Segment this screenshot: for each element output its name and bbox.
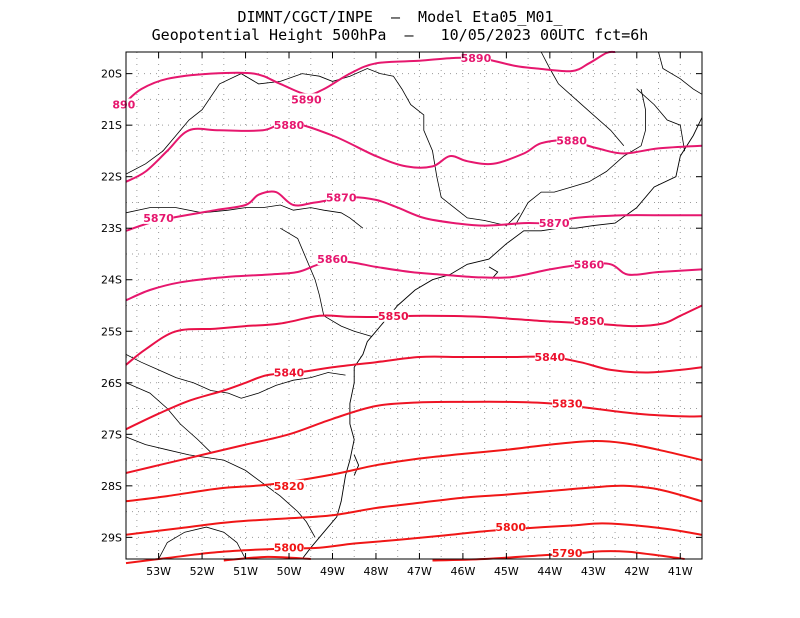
contour-label: 5800 [495,521,526,534]
state-boundary-line [540,51,625,147]
state-boundary-line [658,51,703,95]
contour-5800 [125,522,703,565]
state-boundary-line [636,88,685,151]
contour-label-bg [573,258,604,271]
lon-label: 45W [494,565,519,578]
contour-5880 [125,121,703,183]
contour-5890 [125,50,616,103]
state-boundary-line [125,436,316,538]
contour-label-bg [274,366,305,379]
contour-5810 [125,484,703,536]
contour-label-bg [326,191,357,204]
state-boundary-line [125,204,364,229]
contour-label-bg [556,134,587,147]
grid-lines [126,52,703,559]
height-contours [125,50,703,565]
contour-5870 [125,190,702,232]
contour-label-bg [552,397,583,410]
contour-5850 [125,304,703,366]
contour-label: 5830 [552,397,583,410]
lon-label: 50W [277,565,302,578]
contour-label: 5820 [274,480,305,493]
lat-label: 28S [101,480,122,493]
lat-label: 20S [101,68,122,81]
lon-label: 48W [364,565,389,578]
contour-5830 [125,400,703,474]
contour-label: 5880 [274,119,305,132]
contour-label-bg [317,253,348,266]
contour-label-bg [552,546,583,559]
contour-label: 5890 [461,52,492,65]
lon-label: 43W [581,565,606,578]
lat-label: 27S [101,428,122,441]
contour-label: 5840 [535,351,566,364]
contour-label: 5860 [317,253,348,266]
map-frame [125,51,703,560]
coastline [301,117,703,560]
contour-label-bg [112,98,136,111]
contour-label: 5890 [291,93,322,106]
contour-labels: 5890 5890 890 5880 5880 5870 5870 5870 5860 5860 5… [112,52,605,560]
lon-label: 52W [190,565,215,578]
contour-label-bg [539,217,570,230]
lat-label: 26S [101,377,122,390]
contour-label: 5870 [539,217,570,230]
contour-label-bg [573,314,604,327]
contour-label: 5860 [574,258,605,271]
contour-label-bg [274,119,305,132]
map-subtitle: Geopotential Height 500hPa – 10/05/2023 … [151,26,649,44]
map-title: DIMNT/CGCT/INPE – Model Eta05_M01_ [237,8,563,26]
lon-label: 41W [668,565,693,578]
lat-label: 29S [101,531,122,544]
lon-label: 46W [450,565,475,578]
contour-label: 5790 [552,547,583,560]
lat-label: 24S [101,274,122,287]
state-boundary-line [125,382,212,453]
lon-label: 53W [146,565,171,578]
lat-label: 22S [101,171,122,184]
lat-label: 23S [101,222,122,235]
contour-label-bg [495,521,526,534]
state-boundary-line [280,227,372,337]
lon-label: 51W [233,565,258,578]
contour-label: 5870 [326,191,357,204]
contour-5790 [223,555,311,562]
contour-label-bg [143,211,174,224]
state-boundary-line [158,526,246,560]
lat-label: 25S [101,325,122,338]
lon-label: 44W [537,565,562,578]
contour-label-bg [291,93,322,106]
state-boundaries [125,51,703,560]
longitude-axis: 53W 52W 51W 50W 49W 48W 47W 46W 45W 44W 43W 42W 41W [146,52,693,578]
contour-label: 5850 [574,315,605,328]
contour-label: 5800 [274,542,305,555]
lon-label: 42W [624,565,649,578]
coastline-line [488,266,499,278]
state-boundary-line [125,354,346,399]
contour-5860 [125,260,703,302]
state-boundary-line [514,89,646,226]
contour-label-bg [378,309,409,322]
contour-label: 5870 [143,212,174,225]
contour-label-bg [460,52,491,65]
coastline-line [353,454,360,476]
contour-label-bg [534,351,565,364]
contour-label-bg [274,479,305,492]
coastline-line [301,117,703,560]
lat-label: 21S [101,119,122,132]
contour-5840 [125,355,703,431]
contour-label: 5850 [378,310,409,323]
latitude-axis: 20S 21S 22S 23S 24S 25S 26S 27S 28S 29S [101,68,702,544]
lon-label: 49W [320,565,345,578]
lon-label: 47W [407,565,432,578]
contour-5820 [125,439,703,503]
contour-label: 5840 [274,366,305,379]
contour-label: 5880 [556,135,587,148]
state-boundary-line [125,68,520,227]
contour-label: 890 [112,99,135,112]
contour-label-bg [274,541,305,554]
